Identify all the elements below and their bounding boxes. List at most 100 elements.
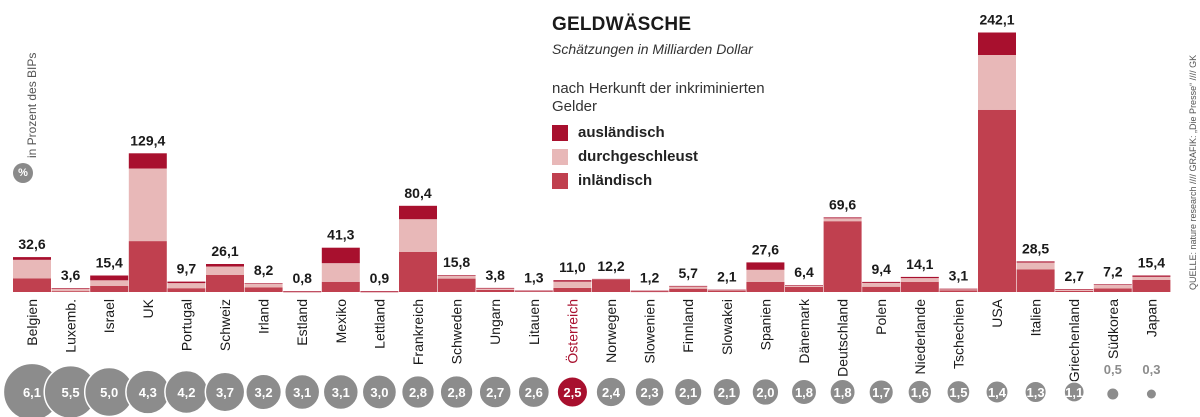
legend-item-durchgeschleust: durchgeschleust	[552, 148, 698, 166]
bar-segment-inlaendisch	[746, 282, 785, 292]
bar-segment-auslaendisch	[1016, 261, 1055, 263]
bar-segment-inlaendisch	[90, 286, 129, 292]
bar-total-label: 15,8	[443, 254, 470, 270]
bar-segment-inlaendisch	[476, 290, 515, 292]
bar-segment-inlaendisch	[823, 221, 862, 292]
gdp-share-label: 3,7	[216, 385, 234, 400]
bar-segment-inlaendisch	[206, 275, 244, 292]
bar-total-label: 11,0	[559, 259, 586, 275]
bar-segment-inlaendisch	[321, 281, 360, 292]
gdp-share-bubble	[868, 378, 895, 406]
gdp-share-bubble	[361, 374, 398, 410]
gdp-share-bubble	[204, 371, 246, 413]
bar-total-label: 2,1	[717, 269, 737, 285]
bar-segment-inlaendisch	[51, 291, 90, 292]
bar-segment-auslaendisch	[862, 281, 901, 283]
country-label: Finnland	[680, 299, 696, 353]
bar-segment-auslaendisch	[399, 205, 437, 220]
bar-segment-durchgeschleust	[978, 55, 1016, 110]
bar-total-label: 15,4	[96, 255, 123, 271]
bar-total-label: 32,6	[18, 236, 45, 252]
gdp-share-label: 2,1	[679, 385, 697, 400]
bar-segment-auslaendisch	[321, 247, 360, 264]
gdp-share-bubble	[985, 380, 1009, 404]
gdp-share-bubble	[790, 378, 818, 406]
bar-segment-inlaendisch	[553, 287, 592, 292]
country-label: Schweiz	[217, 299, 233, 351]
gdp-share-label: 2,8	[409, 385, 427, 400]
legend-item-inlaendisch: inländisch	[552, 172, 652, 190]
bar-segment-durchgeschleust	[1093, 284, 1132, 289]
gdp-share-label: 3,0	[370, 385, 388, 400]
gdp-share-label: 1,8	[834, 385, 852, 400]
bar-segment-inlaendisch	[399, 252, 437, 292]
bar-segment-inlaendisch	[283, 291, 322, 293]
gdp-share-bubble	[400, 374, 436, 410]
bar-total-label: 27,6	[752, 241, 779, 257]
bar-segment-auslaendisch	[669, 285, 708, 287]
gdp-share-bubble	[1063, 381, 1086, 403]
gdp-share-bubble	[907, 379, 933, 405]
gdp-share-label: 3,1	[293, 385, 311, 400]
bar-segment-auslaendisch	[244, 283, 283, 284]
bar-segment-durchgeschleust	[900, 278, 939, 282]
bar-segment-inlaendisch	[592, 279, 630, 292]
bar-segment-auslaendisch	[167, 281, 206, 284]
country-label: Tschechien	[950, 299, 966, 369]
country-label: Niederlande	[912, 299, 928, 375]
bar-total-label: 3,6	[61, 267, 81, 283]
gdp-share-bubble	[1107, 388, 1119, 400]
bar-segment-auslaendisch	[939, 288, 978, 290]
bar-total-label: 41,3	[327, 227, 354, 243]
chart-subtitle: Schätzungen in Milliarden Dollar	[552, 41, 753, 57]
bar-segment-auslaendisch	[128, 153, 167, 169]
bar-segment-auslaendisch	[785, 285, 823, 286]
bar-segment-inlaendisch	[1016, 269, 1055, 292]
bar-segment-auslaendisch	[13, 257, 51, 260]
country-label: Norwegen	[603, 299, 619, 363]
legend-intro: nach Herkunft der inkriminierten Gelder	[552, 80, 765, 115]
country-label: Ungarn	[487, 299, 503, 345]
country-label: Japan	[1143, 299, 1159, 337]
gdp-share-bubble	[829, 378, 857, 406]
bar-total-label: 9,7	[177, 261, 197, 277]
bar-segment-durchgeschleust	[167, 283, 206, 289]
gdp-share-label: 1,1	[1065, 385, 1083, 400]
bar-segment-auslaendisch	[206, 264, 244, 267]
bar-segment-durchgeschleust	[939, 288, 978, 291]
bar-segment-durchgeschleust	[206, 266, 244, 275]
country-label: Polen	[873, 299, 889, 335]
country-label: USA	[989, 298, 1005, 327]
legend-label-inlaendisch: inländisch	[578, 172, 653, 189]
bar-segment-durchgeschleust	[862, 282, 901, 287]
bar-segment-durchgeschleust	[1055, 289, 1094, 291]
bar-segment-inlaendisch	[1055, 290, 1094, 292]
bar-segment-durchgeschleust	[553, 281, 592, 288]
gdp-share-label: 6,1	[23, 385, 41, 400]
bar-segment-durchgeschleust	[1016, 262, 1055, 270]
legend-label-auslaendisch: ausländisch	[578, 124, 665, 141]
gdp-share-label: 2,7	[486, 385, 504, 400]
bar-segment-durchgeschleust	[669, 286, 708, 289]
bar-total-label: 1,2	[640, 270, 660, 286]
legend-swatch-durchgeschleust	[552, 149, 568, 165]
bar-segment-auslaendisch	[746, 262, 785, 270]
bar-segment-inlaendisch	[785, 286, 823, 292]
gdp-share-bubble	[673, 377, 703, 407]
gdp-share-label: 2,4	[602, 385, 621, 400]
bar-total-label: 242,1	[979, 12, 1014, 28]
gdp-share-bubble	[751, 377, 780, 407]
bar-total-label: 15,4	[1138, 255, 1165, 271]
bar-segment-auslaendisch	[51, 288, 90, 289]
bar-segment-inlaendisch	[13, 278, 51, 292]
bar-total-label: 9,4	[871, 261, 891, 277]
bar-total-label: 2,7	[1064, 268, 1084, 284]
country-label: Irland	[256, 299, 272, 334]
bar-total-label: 0,9	[370, 270, 390, 286]
gdp-share-label: 4,3	[139, 385, 157, 400]
bar-segment-durchgeschleust	[128, 168, 167, 242]
bar-total-label: 14,1	[906, 256, 933, 272]
gdp-share-label: 2,1	[718, 385, 736, 400]
gdp-share-label: 2,6	[525, 385, 543, 400]
